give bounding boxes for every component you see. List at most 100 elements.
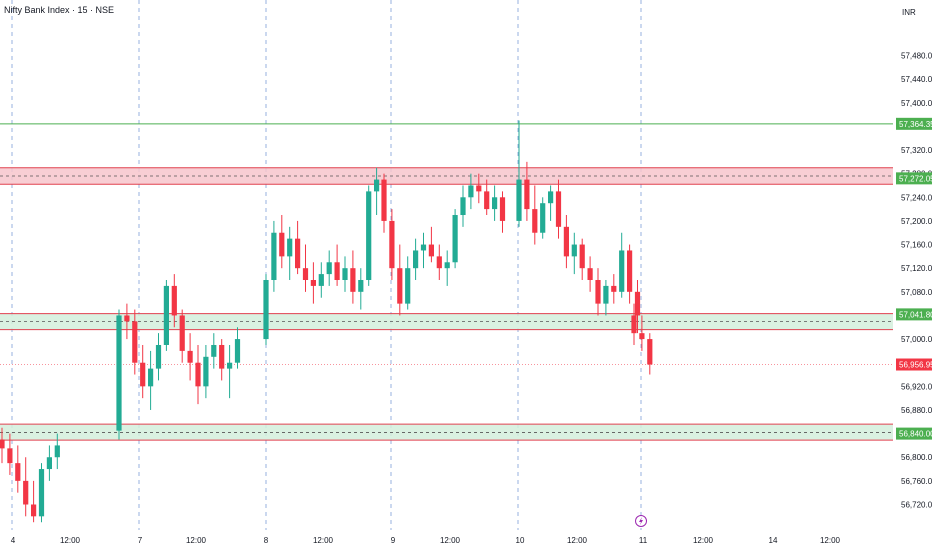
time-tick-label: 10 xyxy=(516,536,525,545)
price-tag xyxy=(896,427,932,440)
candle-up[interactable] xyxy=(420,244,427,251)
session-grid xyxy=(11,0,642,530)
candle-up[interactable] xyxy=(326,262,332,275)
candle-down[interactable] xyxy=(436,256,442,269)
candle-down[interactable] xyxy=(350,268,356,292)
candle-down[interactable] xyxy=(524,179,530,210)
candle-up[interactable] xyxy=(271,232,277,280)
price-tag xyxy=(896,117,932,130)
candle-down[interactable] xyxy=(279,232,285,257)
candle-down[interactable] xyxy=(639,333,645,340)
candle-down[interactable] xyxy=(579,244,585,269)
zones xyxy=(0,123,893,441)
candle-up[interactable] xyxy=(374,179,380,192)
candle-up[interactable] xyxy=(54,445,60,458)
candle-down[interactable] xyxy=(179,315,185,351)
candle-up[interactable] xyxy=(413,250,419,269)
candle-up[interactable] xyxy=(342,268,348,280)
event-icon-bolt xyxy=(639,517,643,525)
candle-up[interactable] xyxy=(263,280,269,340)
candle-up[interactable] xyxy=(211,344,217,357)
candle-up[interactable] xyxy=(603,285,609,304)
price-tick-label: 56,800.00 xyxy=(901,453,932,462)
candle-down[interactable] xyxy=(389,220,395,269)
candles[interactable] xyxy=(0,120,653,523)
candle-up[interactable] xyxy=(287,238,293,257)
candle-up[interactable] xyxy=(571,244,577,257)
candle-down[interactable] xyxy=(595,280,601,304)
candle-down[interactable] xyxy=(140,362,146,387)
candle-up[interactable] xyxy=(318,274,324,286)
candle-up[interactable] xyxy=(516,179,522,221)
candle-down[interactable] xyxy=(484,191,490,210)
time-tick-label: 12:00 xyxy=(693,536,714,545)
candle-up[interactable] xyxy=(203,356,209,387)
event-markers[interactable] xyxy=(635,515,647,527)
candle-down[interactable] xyxy=(302,268,309,280)
candle-down[interactable] xyxy=(627,250,633,292)
price-axis[interactable]: INR 57,480.00 57,440.00 57,400.00 57,320.00 5… xyxy=(901,8,932,510)
candle-up[interactable] xyxy=(619,250,625,292)
candle-down[interactable] xyxy=(31,504,37,517)
candle-down[interactable] xyxy=(219,344,225,369)
candle-down[interactable] xyxy=(555,191,562,227)
candle-up[interactable] xyxy=(227,362,233,369)
price-tags: 57,364.35 57,272.05 57,041.80 56,956.95 56,8… xyxy=(896,117,932,440)
candle-up[interactable] xyxy=(492,197,498,210)
candle-up[interactable] xyxy=(116,315,122,431)
candle-down[interactable] xyxy=(124,315,130,322)
candle-down[interactable] xyxy=(334,262,340,280)
candle-down[interactable] xyxy=(634,291,641,316)
candle-down[interactable] xyxy=(631,315,637,334)
candle-up[interactable] xyxy=(460,197,466,216)
candle-up[interactable] xyxy=(468,185,474,198)
price-tag-label: 57,272.05 xyxy=(899,174,932,183)
candle-down[interactable] xyxy=(7,448,13,464)
candle-down[interactable] xyxy=(499,197,506,221)
price-tag xyxy=(896,358,932,371)
price-tag xyxy=(896,308,932,321)
candle-down[interactable] xyxy=(0,439,5,449)
price-tick-label: 56,920.00 xyxy=(901,382,932,391)
candle-up[interactable] xyxy=(405,268,411,304)
candle-down[interactable] xyxy=(187,350,193,363)
candle-down[interactable] xyxy=(563,226,569,257)
candle-up[interactable] xyxy=(155,344,162,369)
time-axis[interactable]: 4 12:00 7 12:00 8 12:00 9 12:00 10 12:00 11 12:00 14… xyxy=(11,536,841,545)
candle-down[interactable] xyxy=(15,463,21,481)
chart-title: Nifty Bank Index · 15 · NSE xyxy=(4,5,115,15)
candle-down[interactable] xyxy=(647,339,653,365)
candle-up[interactable] xyxy=(46,457,52,470)
candle-down[interactable] xyxy=(476,185,482,192)
price-tag xyxy=(896,172,932,185)
candle-down[interactable] xyxy=(397,268,403,304)
candle-down[interactable] xyxy=(295,238,301,269)
lightning-icon[interactable] xyxy=(635,515,647,527)
candle-down[interactable] xyxy=(132,321,138,363)
candle-up[interactable] xyxy=(366,191,372,280)
candle-down[interactable] xyxy=(381,179,387,221)
candle-up[interactable] xyxy=(444,262,450,269)
candle-down[interactable] xyxy=(587,268,593,280)
candle-down[interactable] xyxy=(23,480,29,505)
price-tick-label: 57,240.00 xyxy=(901,193,932,202)
candle-up[interactable] xyxy=(358,280,364,292)
candle-up[interactable] xyxy=(38,469,45,517)
candle-up[interactable] xyxy=(234,339,241,363)
candle-down[interactable] xyxy=(310,280,316,286)
price-tick-label: 56,880.00 xyxy=(901,406,932,415)
time-tick-label: 14 xyxy=(769,536,778,545)
candle-up[interactable] xyxy=(148,368,154,387)
time-tick-label: 12:00 xyxy=(60,536,81,545)
candle-up[interactable] xyxy=(540,203,546,233)
candle-down[interactable] xyxy=(611,285,617,292)
time-tick-label: 12:00 xyxy=(440,536,461,545)
candle-down[interactable] xyxy=(171,285,177,316)
candle-down[interactable] xyxy=(428,244,434,257)
candle-up[interactable] xyxy=(163,285,169,345)
candle-down[interactable] xyxy=(532,209,538,233)
candle-up[interactable] xyxy=(452,215,458,263)
candle-down[interactable] xyxy=(195,362,201,387)
candle-up[interactable] xyxy=(548,191,554,204)
